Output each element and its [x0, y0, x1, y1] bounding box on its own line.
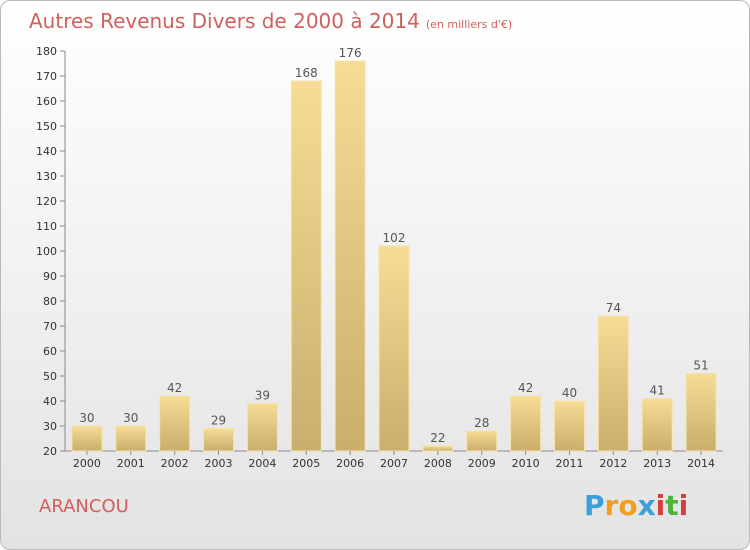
y-tick-label: 170: [36, 70, 57, 83]
bar-2010: [510, 395, 542, 452]
y-tick-label: 160: [36, 95, 57, 108]
bar-2012: [597, 315, 629, 452]
y-tick-label: 180: [36, 45, 57, 58]
x-tick-label: 2011: [555, 457, 583, 470]
data-label: 40: [562, 386, 577, 400]
x-tick-label: 2009: [468, 457, 496, 470]
x-tick-label: 2006: [336, 457, 364, 470]
commune-name: ARANCOU: [39, 496, 129, 517]
y-tick-label: 110: [36, 220, 57, 233]
bar-2001: [115, 425, 147, 452]
y-tick-label: 40: [43, 395, 57, 408]
logo-letter: t: [665, 489, 679, 522]
y-tick-label: 130: [36, 170, 57, 183]
bar-2008: [422, 445, 454, 452]
logo-letter: x: [637, 489, 656, 522]
bar-2009: [466, 430, 498, 452]
bar-2004: [246, 403, 278, 452]
y-tick-label: 60: [43, 345, 57, 358]
data-label: 30: [79, 411, 94, 425]
bar-2003: [203, 428, 235, 452]
y-tick-label: 100: [36, 245, 57, 258]
bar-2007: [378, 245, 410, 452]
x-tick-label: 2000: [73, 457, 101, 470]
chart-title-text: Autres Revenus Divers de 2000 à 2014: [29, 9, 420, 33]
data-label: 42: [518, 381, 533, 395]
data-label: 29: [211, 414, 226, 428]
data-label: 51: [693, 359, 708, 373]
y-tick-label: 150: [36, 120, 57, 133]
bar-2013: [641, 398, 673, 452]
data-label: 42: [167, 381, 182, 395]
y-tick-label: 20: [43, 445, 57, 458]
bar-2011: [553, 400, 585, 452]
y-tick-label: 120: [36, 195, 57, 208]
y-tick-label: 30: [43, 420, 57, 433]
x-tick-label: 2001: [117, 457, 145, 470]
x-tick-label: 2010: [512, 457, 540, 470]
x-tick-label: 2008: [424, 457, 452, 470]
bar-2014: [685, 373, 717, 452]
x-tick-label: 2003: [205, 457, 233, 470]
x-tick-label: 2004: [248, 457, 276, 470]
x-tick-label: 2005: [292, 457, 320, 470]
chart-subtitle: (en milliers d'€): [425, 18, 513, 31]
x-tick-label: 2007: [380, 457, 408, 470]
logo-letter: i: [655, 489, 666, 522]
data-label: 176: [339, 46, 362, 60]
logo-letter: P: [584, 489, 605, 522]
data-label: 168: [295, 66, 318, 80]
y-tick-label: 90: [43, 270, 57, 283]
logo-letter: r: [604, 489, 619, 522]
y-tick-label: 50: [43, 370, 57, 383]
data-label: 30: [123, 411, 138, 425]
logo-letter: o: [618, 489, 638, 522]
x-tick-label: 2012: [599, 457, 627, 470]
x-tick-label: 2014: [687, 457, 715, 470]
bar-2005: [290, 80, 322, 452]
bar-2000: [71, 425, 103, 452]
data-label: 74: [606, 301, 621, 315]
proxiti-logo: Proxiti: [584, 489, 688, 522]
logo-letter: i: [678, 489, 689, 522]
data-label: 22: [430, 431, 445, 445]
y-tick-label: 80: [43, 295, 57, 308]
y-tick-label: 140: [36, 145, 57, 158]
data-label: 28: [474, 416, 489, 430]
y-tick-label: 70: [43, 320, 57, 333]
data-label: 41: [650, 384, 665, 398]
bar-2006: [334, 60, 366, 452]
x-tick-label: 2002: [161, 457, 189, 470]
bar-2002: [159, 395, 191, 452]
data-label: 39: [255, 389, 270, 403]
chart-title: Autres Revenus Divers de 2000 à 2014 (en …: [29, 9, 512, 33]
x-tick-label: 2013: [643, 457, 671, 470]
data-label: 102: [383, 231, 406, 245]
